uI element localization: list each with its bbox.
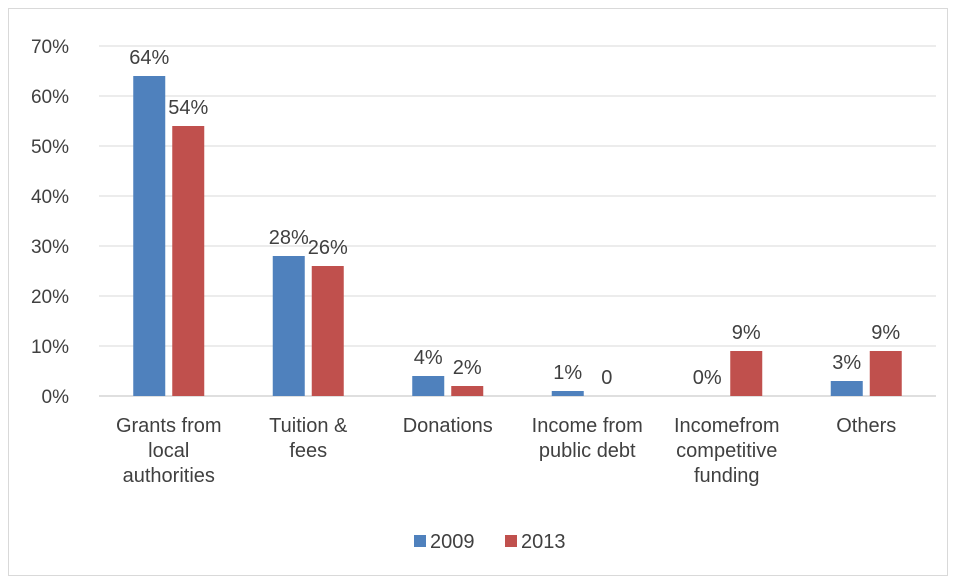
category-label: Others [836,415,896,437]
bar-2013 [730,351,763,396]
legend: 2009 2013 [414,531,566,553]
y-axis-ticks: 0% 10% 20% 30% 40% 50% 60% 70% [31,37,69,408]
data-label: 3% [832,352,861,374]
legend-label: 2009 [430,531,475,553]
category-label: Incomefrom competitive funding [674,415,780,487]
bar-2013 [311,266,344,396]
legend-label: 2013 [521,531,566,553]
bar-chart: 0% 10% 20% 30% 40% 50% 60% 70% 64% 54% 28%26% 4% 2%… [31,37,936,553]
bar-2013 [451,386,484,396]
category-label: Donations [403,415,493,437]
data-label: 0 [601,367,612,389]
data-label: 64% [129,47,169,69]
gridlines [99,45,936,397]
data-label: 1% [553,362,582,384]
data-label: 26% [308,237,348,259]
category-label: Tuition & fees [269,415,348,462]
bar-2009 [272,256,305,396]
y-tick-label: 70% [31,37,69,58]
category-label: Income from public debt [532,415,643,462]
legend-swatch [505,535,517,547]
bar-2009 [830,381,863,396]
y-tick-label: 10% [31,337,69,358]
bars [133,76,902,396]
data-label: 9% [732,322,761,344]
data-label: 9% [871,322,900,344]
bar-2009 [133,76,166,396]
data-label: 4% [414,347,443,369]
data-labels: 64% 54% 28%26% 4% 2% 1% 0 0% 9% 3% 9% [129,47,900,389]
bar-2009 [412,376,445,396]
y-tick-label: 50% [31,137,69,158]
y-tick-label: 60% [31,87,69,108]
y-tick-label: 30% [31,237,69,258]
data-label: 2% [453,357,482,379]
chart-area: 0% 10% 20% 30% 40% 50% 60% 70% 64% 54% 28% 26% 4% 2%… [8,8,948,576]
data-label: 28% [269,227,309,249]
y-tick-label: 20% [31,287,69,308]
data-label: 54% [168,97,208,119]
y-tick-label: 0% [42,387,70,408]
bar-2013 [172,126,205,396]
data-label: 0% [693,367,722,389]
x-axis-categories: Grants from local authorities Tuition & fees… [116,415,896,487]
bar-2013 [869,351,902,396]
y-tick-label: 40% [31,187,69,208]
bar-2009 [551,391,584,396]
legend-swatch [414,535,426,547]
category-label: Grants from local authorities [116,415,222,487]
